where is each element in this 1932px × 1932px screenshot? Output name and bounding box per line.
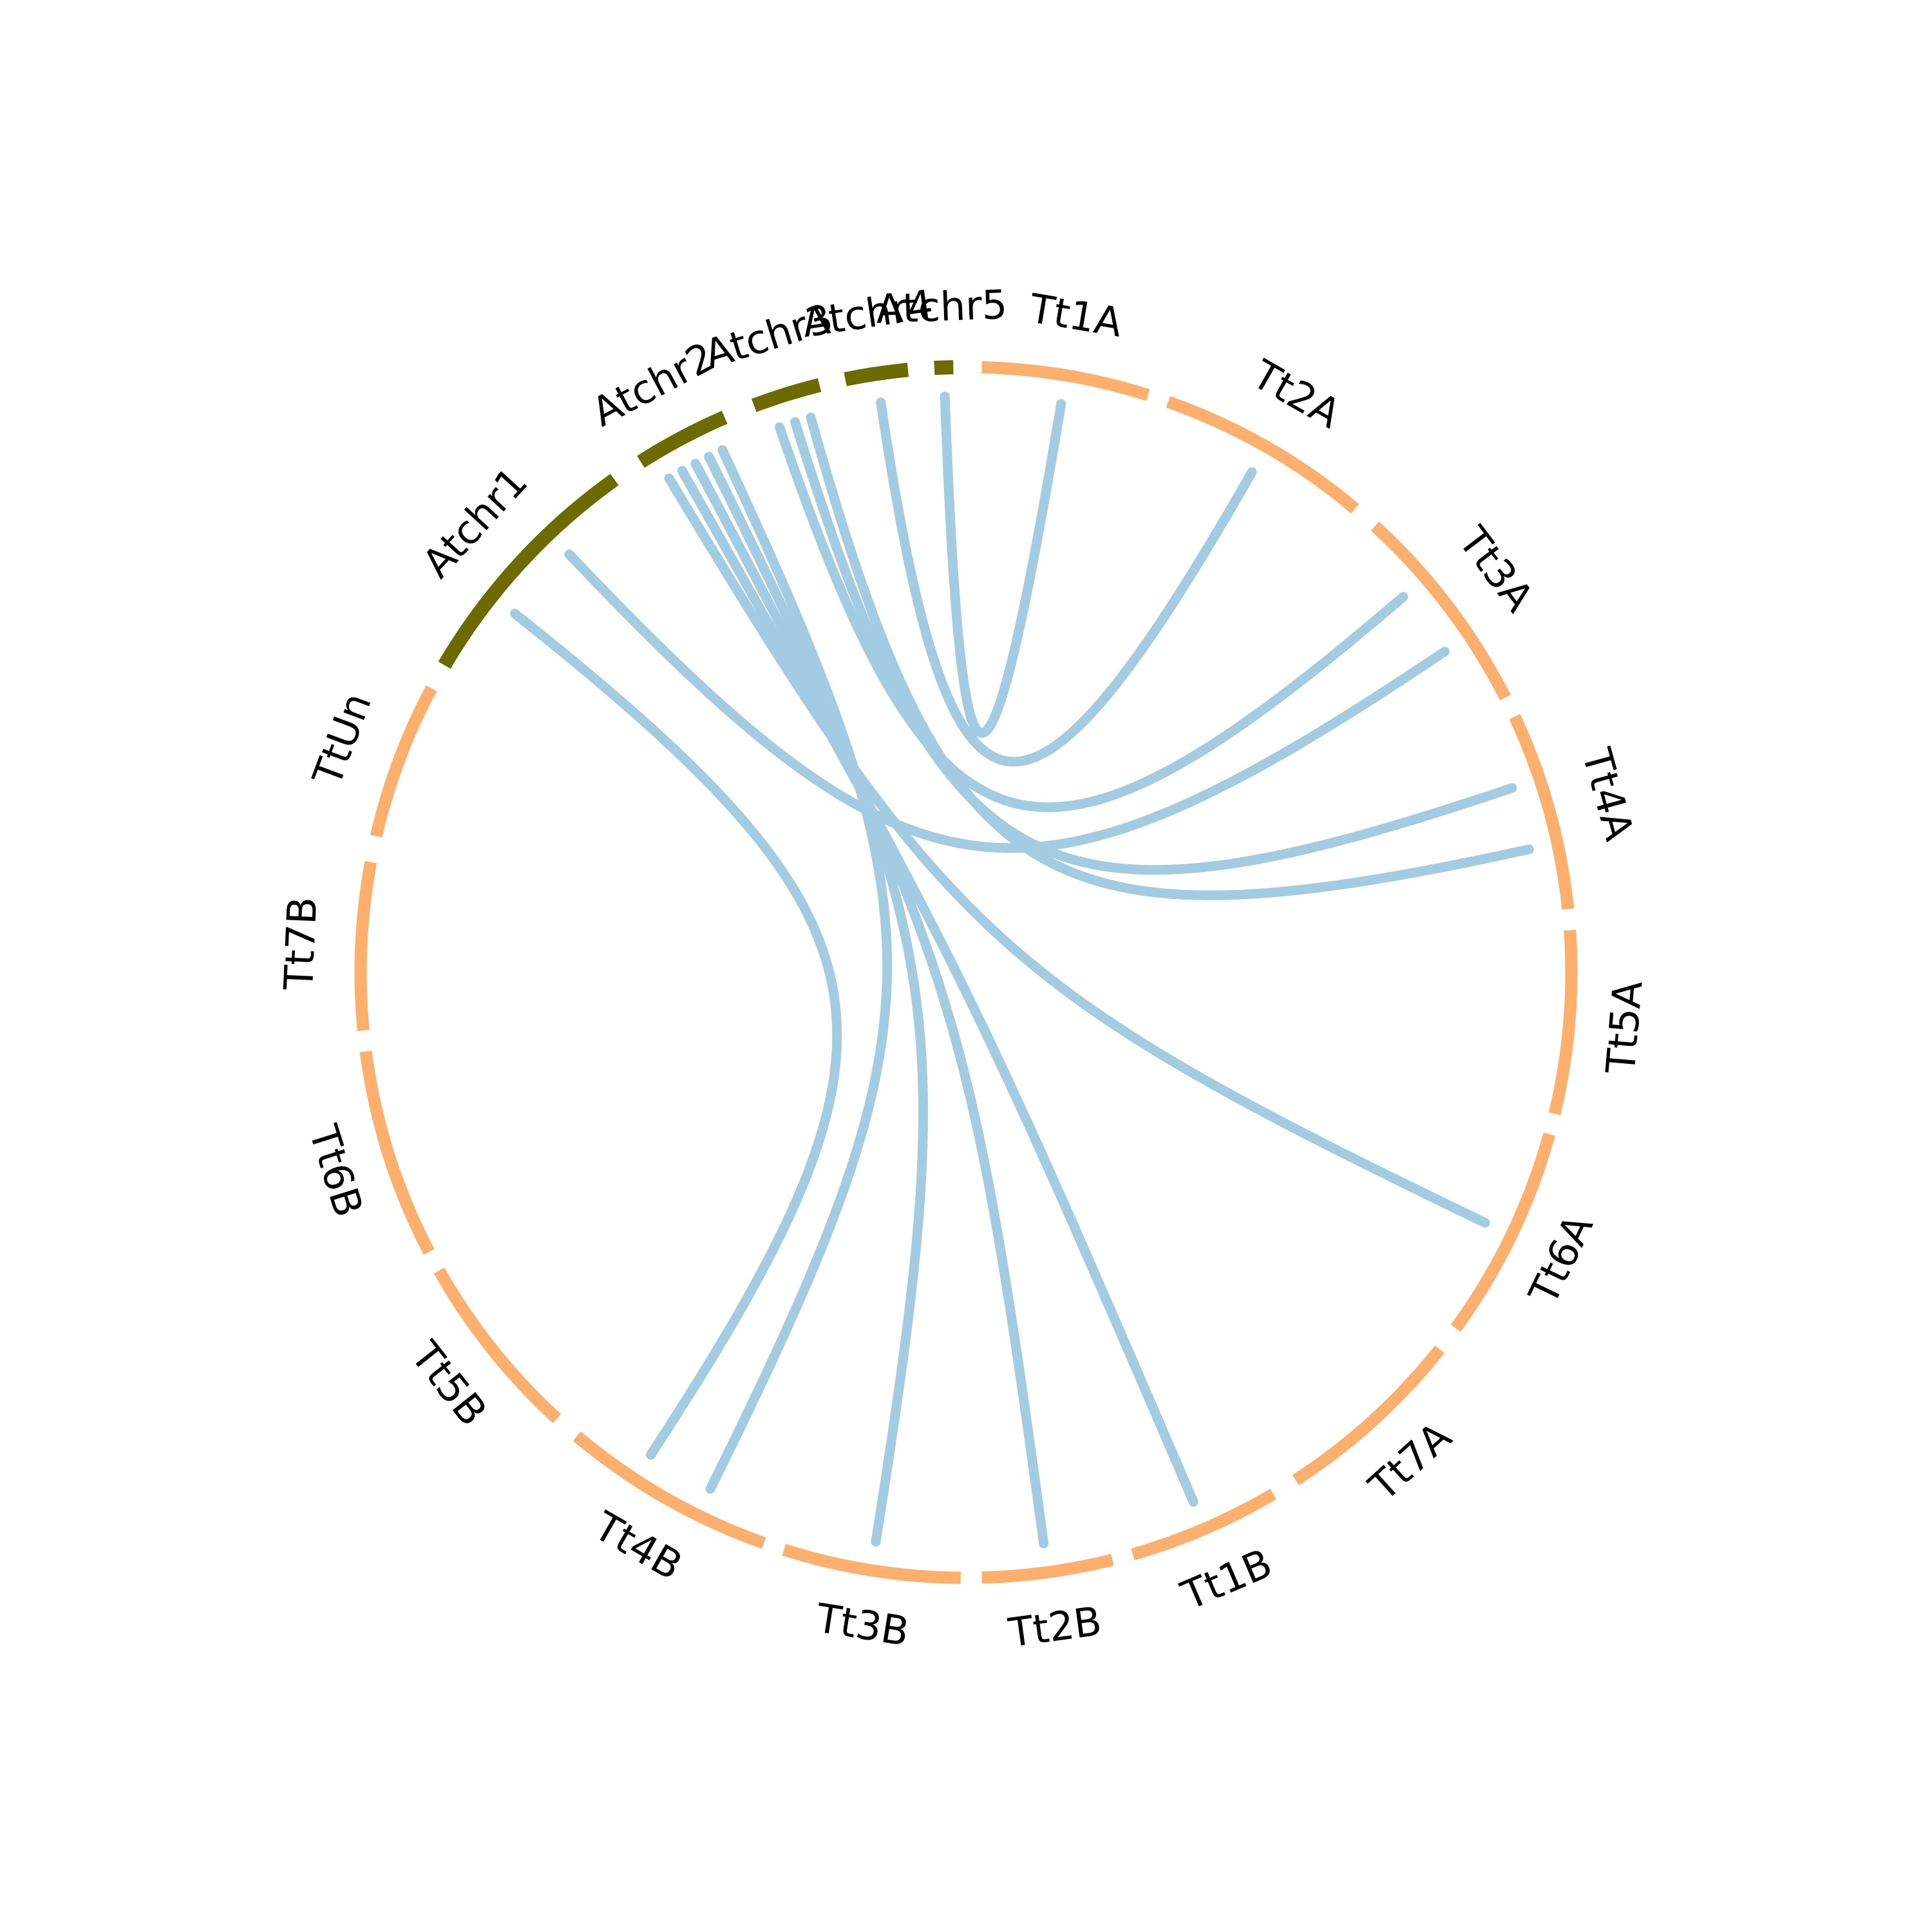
link-atchr2-tt2b [690, 459, 1049, 1549]
link-atchr3-tt3a [774, 422, 1408, 813]
link-atchr2-tt4b [705, 445, 893, 1494]
label-tt7b: Tt7B [275, 896, 326, 991]
segment-tt6b [359, 1050, 435, 1255]
segment-tt4a [1509, 714, 1575, 910]
segments-layer [354, 360, 1578, 1584]
link-atchr5-tt1a [940, 392, 1066, 738]
segment-atchr5 [934, 360, 954, 375]
label-tt2a: Tt2A [1244, 350, 1349, 437]
segment-tt1a [981, 361, 1150, 401]
segment-tt7a [1292, 1345, 1445, 1486]
label-atchr5: Atchr5 [875, 281, 1008, 332]
segment-atchr3 [751, 378, 822, 412]
segment-tt7b [354, 860, 377, 1031]
link-atchr1-tt3a [564, 549, 1450, 853]
label-tt6b: Tt6B [299, 1119, 372, 1222]
segment-tt4b [573, 1431, 766, 1549]
link-atchr4-tt2a [876, 397, 1257, 767]
label-tt3b: Tt3B [813, 1594, 913, 1655]
segment-atchr2 [637, 410, 728, 468]
segment-tt1b [1131, 1488, 1276, 1560]
label-tt1b: Tt1B [1174, 1539, 1278, 1619]
link-atchr3-tt4a [790, 417, 1517, 875]
segment-tt3a [1370, 521, 1511, 701]
label-tt5b: Tt5B [401, 1332, 497, 1435]
segment-tt5a [1548, 929, 1578, 1115]
segment-ttun [370, 685, 437, 838]
link-atchr2-tt1b [677, 466, 1198, 1507]
segment-tt5b [433, 1267, 562, 1424]
label-tt3a: Tt3A [1449, 518, 1543, 621]
link-atchr2-tt3b [704, 451, 928, 1547]
label-ttun: TtUn [303, 687, 381, 792]
link-atchr3-tt4a [806, 412, 1534, 900]
segment-tt2a [1166, 395, 1359, 514]
label-tt2b: Tt2B [1005, 1597, 1104, 1656]
label-tt4b: Tt4B [586, 1502, 690, 1589]
label-tt1a: Tt1A [1026, 285, 1126, 346]
label-tt6a: Tt6A [1519, 1208, 1602, 1312]
segment-tt6a [1450, 1132, 1555, 1332]
segment-atchr1 [438, 473, 619, 669]
link-atchr1-tt4b [510, 609, 842, 1460]
links-layer [510, 392, 1534, 1549]
label-tt4a: Tt4A [1573, 743, 1643, 845]
segment-tt2b [981, 1553, 1114, 1584]
label-tt5a: Tt5A [1597, 979, 1652, 1076]
link-atchr2-tt6a [664, 473, 1490, 1228]
segment-tt3b [782, 1544, 961, 1584]
segment-atchr4 [844, 363, 909, 386]
